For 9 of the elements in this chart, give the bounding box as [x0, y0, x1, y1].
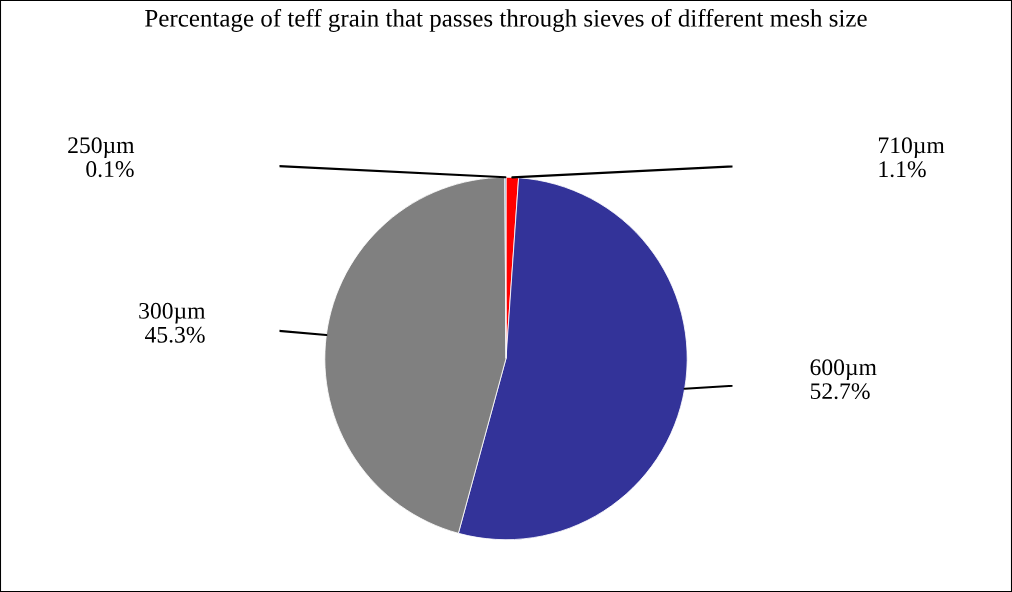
chart-title: Percentage of teff grain that passes through sieves of different mesh size [145, 8, 867, 32]
slice-label: 600µm [810, 359, 877, 380]
data-label: 45.3% [145, 326, 205, 343]
data-label: 0.1% [86, 161, 134, 178]
slice-label: 710µm [878, 137, 945, 159]
data-label: 1.1% [879, 161, 926, 178]
slice-label: 300µm [139, 302, 206, 324]
slice-label: 250µm [68, 137, 135, 158]
data-label: 52.7% [810, 383, 870, 400]
